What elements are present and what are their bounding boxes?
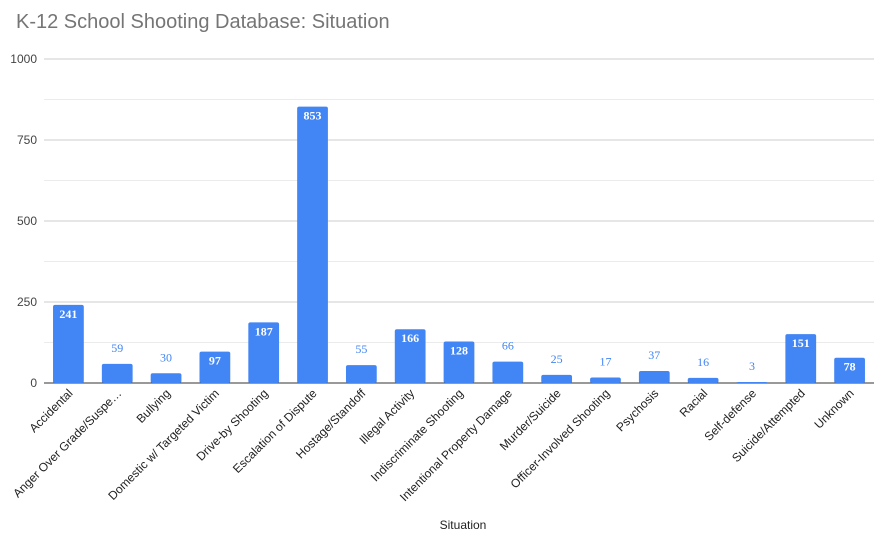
bar (541, 374, 573, 383)
bar (248, 322, 280, 383)
data-label: 187 (255, 324, 273, 338)
data-label: 17 (599, 354, 611, 368)
bar (394, 329, 426, 383)
data-label: 66 (502, 339, 514, 353)
chart-title: K-12 School Shooting Database: Situation (16, 11, 390, 33)
x-tick-label: Officer-Involved Shooting (508, 386, 613, 491)
y-tick-label: 250 (17, 295, 37, 309)
bar (590, 377, 621, 383)
data-label: 241 (59, 307, 77, 321)
x-axis-title: Situation (440, 518, 487, 532)
bar (492, 361, 524, 383)
x-tick-label: Racial (677, 386, 710, 419)
bar (345, 365, 377, 383)
bar (199, 351, 231, 383)
data-label: 55 (355, 342, 367, 356)
bar (736, 382, 768, 383)
bar (785, 334, 817, 383)
data-label: 151 (792, 336, 810, 350)
x-tick-label: Escalation of Dispute (230, 386, 320, 476)
bar (53, 304, 84, 383)
x-tick-label: Bullying (134, 386, 174, 426)
bar (638, 371, 670, 383)
data-label: 3 (749, 359, 755, 373)
x-tick-label: Accidental (26, 386, 75, 435)
data-label: 78 (844, 360, 856, 374)
y-axis-ticks: 0 250 500 750 1000 (10, 52, 37, 390)
bar (687, 377, 719, 383)
bar (443, 341, 475, 383)
x-tick-label: Unknown (811, 386, 856, 431)
gridlines (44, 58, 874, 384)
data-labels: 241 59 30 97 187 853 55 166 128 66 25 17 37 16 3 151 78 (59, 109, 855, 374)
data-label: 128 (450, 344, 468, 358)
bar (297, 106, 328, 384)
data-label: 25 (551, 352, 563, 366)
bar (101, 363, 133, 383)
x-tick-label: Indiscriminate Shooting (368, 386, 466, 484)
data-label: 853 (304, 109, 322, 123)
data-label: 59 (111, 341, 123, 355)
y-tick-label: 500 (17, 214, 37, 228)
data-label: 166 (401, 331, 419, 345)
data-label: 37 (648, 348, 660, 362)
data-label: 16 (697, 355, 709, 369)
data-label: 30 (160, 350, 172, 364)
y-tick-label: 0 (30, 376, 37, 390)
y-tick-label: 750 (17, 133, 37, 147)
x-tick-label: Psychosis (613, 386, 661, 434)
data-label: 97 (209, 354, 221, 368)
bars (53, 106, 865, 384)
bar (834, 357, 865, 383)
bar (150, 373, 182, 383)
y-tick-label: 1000 (10, 52, 37, 66)
